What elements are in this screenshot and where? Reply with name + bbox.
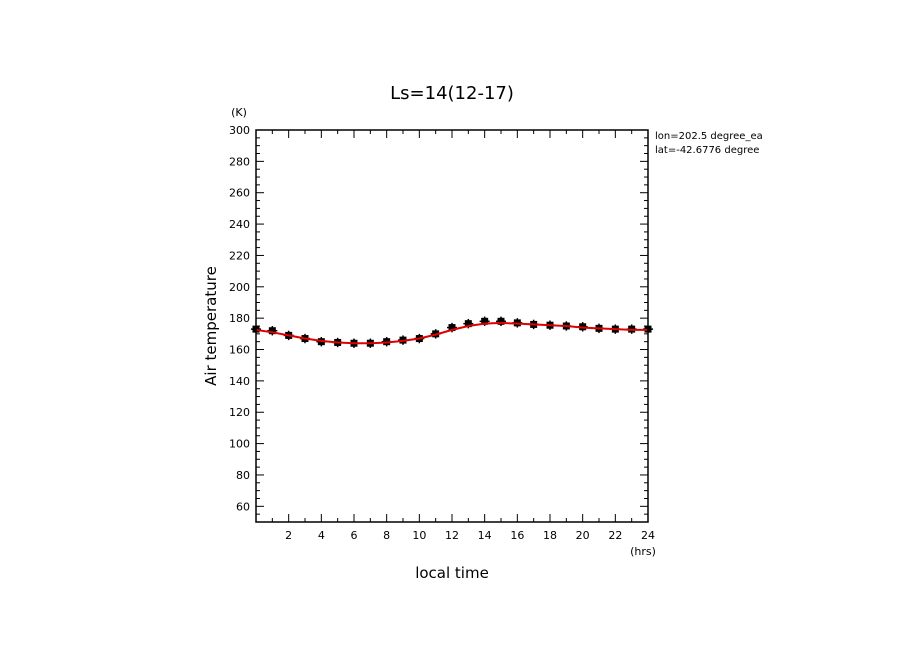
y-tick-label: 300 (229, 124, 250, 137)
x-tick-label: 22 (608, 529, 622, 542)
x-tick-label: 24 (641, 529, 655, 542)
x-tick-label: 20 (576, 529, 590, 542)
x-tick-label: 10 (412, 529, 426, 542)
y-tick-label: 220 (229, 249, 250, 262)
data-marks (251, 316, 653, 348)
data-point (464, 320, 472, 328)
y-unit-label: (K) (231, 106, 247, 119)
y-tick-label: 60 (236, 500, 250, 513)
y-tick-label: 160 (229, 344, 250, 357)
y-tick-label: 240 (229, 218, 250, 231)
x-tick-label: 4 (318, 529, 325, 542)
annotation-lon: lon=202.5 degree_ea (655, 131, 763, 142)
plot-frame (255, 129, 649, 523)
data-point (497, 317, 505, 325)
x-tick-label: 14 (478, 529, 492, 542)
x-tick-label: 6 (351, 529, 358, 542)
x-tick-label: 16 (510, 529, 524, 542)
chart-title: Ls=14(12-17) (390, 83, 514, 104)
y-tick-label: 200 (229, 281, 250, 294)
x-tick-label: 12 (445, 529, 459, 542)
y-tick-label: 100 (229, 438, 250, 451)
y-tick-label: 260 (229, 187, 250, 200)
x-axis-label: local time (415, 564, 489, 582)
axis-ticks: 2 4 6 8 10 12 14 16 18 20 22 2460801001201401601802… (229, 124, 655, 542)
data-point (448, 324, 456, 332)
fit-line (255, 321, 648, 345)
y-axis-label: Air temperature (202, 266, 220, 386)
x-unit-label: (hrs) (630, 545, 656, 558)
y-tick-label: 180 (229, 312, 250, 325)
annotation-lat: lat=-42.6776 degree (655, 145, 759, 156)
y-tick-label: 140 (229, 375, 250, 388)
y-tick-label: 80 (236, 469, 250, 482)
data-point (268, 327, 276, 335)
y-tick-label: 280 (229, 155, 250, 168)
x-tick-label: 8 (383, 529, 390, 542)
data-point (481, 317, 489, 325)
x-tick-label: 18 (543, 529, 557, 542)
x-tick-label: 2 (285, 529, 292, 542)
y-tick-label: 120 (229, 406, 250, 419)
